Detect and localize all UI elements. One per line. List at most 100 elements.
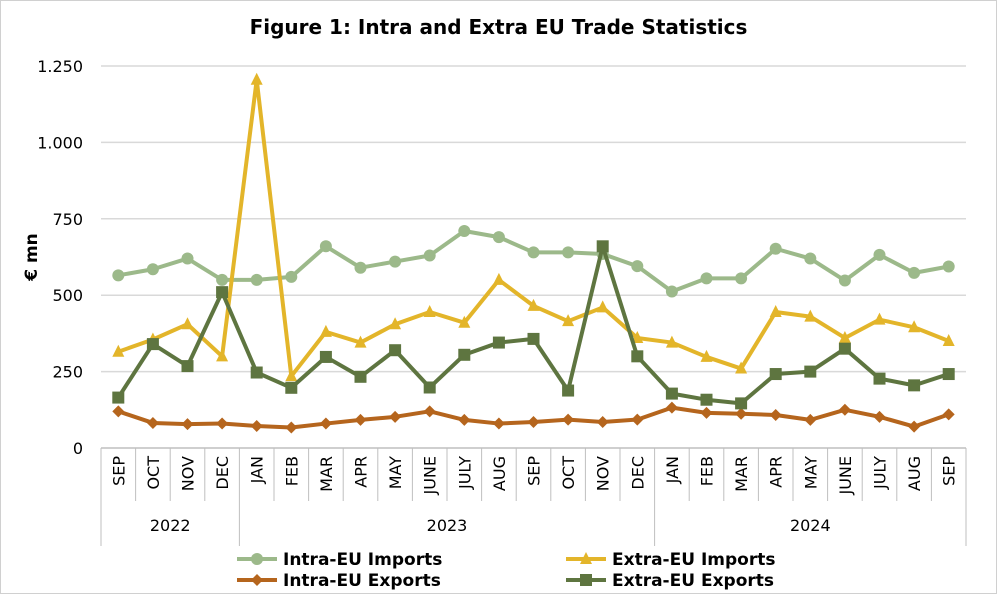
series-intra-eu-exports [112,401,955,434]
y-tick-label: 1.250 [37,57,83,76]
legend-label: Intra-EU Exports [283,571,441,591]
data-point [181,317,194,330]
data-point [527,298,540,311]
legend-item: Intra-EU Exports [237,571,441,591]
data-point [112,344,125,357]
data-point [527,246,540,259]
data-point [423,249,436,262]
x-tick-label: JAN [663,456,682,484]
data-point [527,332,540,345]
data-point [389,344,402,357]
data-point [769,305,782,318]
x-tick-label: JULY [871,456,890,490]
data-point [769,242,782,255]
data-point [285,270,298,283]
data-point [700,393,713,406]
series-extra-eu-exports [112,240,955,410]
x-tick-label: APR [352,456,371,488]
data-point [527,416,540,429]
data-point [769,368,782,381]
data-point [596,240,609,253]
series-line [117,77,950,379]
data-point [112,269,125,282]
data-point [596,416,609,429]
data-point [285,369,298,382]
data-point [458,348,471,361]
data-point [908,420,921,433]
data-point [665,285,678,298]
legend: Intra-EU Imports Extra-EU Imports Intra-EU… [237,550,775,591]
data-point [596,300,609,313]
x-tick-label: MAR [317,456,336,492]
data-point [942,408,955,421]
data-point [458,413,471,426]
data-point [908,379,921,392]
x-tick-label: JUNE [836,456,855,496]
data-point [562,314,575,327]
data-point [112,391,125,404]
year-label: 2023 [427,516,468,535]
data-point [216,349,229,362]
data-point [700,406,713,419]
data-point [631,413,644,426]
x-tick-label: OCT [144,456,163,490]
data-point [838,403,851,416]
x-tick-label: OCT [559,456,578,490]
data-point [562,384,575,397]
data-point [423,405,436,418]
chart-title: Figure 1: Intra and Extra EU Trade Stati… [249,15,748,39]
series-line [117,229,950,294]
data-point [873,248,886,261]
data-point [838,342,851,355]
legend-label: Extra-EU Imports [612,550,775,570]
legend-item: Intra-EU Imports [237,550,442,570]
data-point [665,401,678,414]
data-point [735,361,748,374]
data-point [354,413,367,426]
data-point [735,397,748,410]
data-point [216,273,229,286]
data-point [873,312,886,325]
data-point [285,421,298,434]
data-point [804,365,817,378]
series-intra-eu-imports [112,225,955,298]
x-tick-label: SEP [109,456,128,486]
data-point [908,320,921,333]
data-point [146,263,159,276]
data-point [492,272,505,285]
year-label: 2024 [790,516,831,535]
year-label: 2022 [150,516,191,535]
data-point [354,335,367,348]
x-tick-label: AUG [905,456,924,491]
data-point [735,407,748,420]
x-tick-label: MAR [732,456,751,492]
data-point [700,272,713,285]
data-point [700,349,713,362]
series-lines [112,72,955,434]
grid-lines [101,65,966,373]
x-tick-label: JUNE [421,456,440,496]
data-point [665,387,678,400]
data-point [631,330,644,343]
x-tick-label: AUG [490,456,509,491]
data-point [423,305,436,318]
x-tick-label: MAY [801,456,820,490]
legend-label: Extra-EU Exports [612,571,774,591]
x-tick-label: JULY [455,456,474,490]
legend-marker [580,552,592,564]
data-point [319,417,332,430]
data-point [492,336,505,349]
data-point [873,372,886,385]
data-point [181,418,194,431]
x-tick-label: DEC [628,456,647,490]
x-tick-label: NOV [594,456,613,491]
legend-marker [251,553,263,565]
data-point [250,366,263,379]
y-tick-label: 0 [73,439,83,458]
data-point [631,350,644,363]
data-point [250,419,263,432]
legend-item: Extra-EU Imports [566,550,775,570]
x-tick-label: APR [767,456,786,488]
data-point [181,360,194,373]
